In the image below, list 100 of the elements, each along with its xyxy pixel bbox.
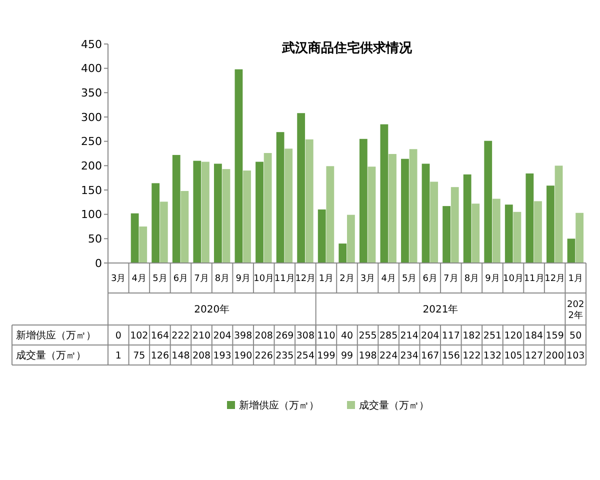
bar — [234, 69, 243, 263]
data-label: 99 — [340, 350, 354, 362]
data-label: 1 — [115, 350, 122, 362]
y-tick-label: 400 — [81, 62, 102, 76]
y-tick-label: 450 — [81, 38, 102, 51]
data-label: 117 — [442, 330, 460, 342]
data-label: 398 — [234, 330, 252, 342]
text: 2020年 — [194, 304, 230, 316]
x-tick-label: 10月 — [254, 274, 274, 284]
bar — [202, 162, 210, 263]
x-tick-label: 4月 — [381, 274, 396, 284]
x-tick-label: 1月 — [318, 274, 334, 284]
bar — [504, 204, 513, 263]
x-tick-label: 4月 — [132, 274, 147, 284]
x-tick-label: 8月 — [214, 274, 230, 284]
x-tick-label: 12月 — [295, 274, 316, 284]
data-label: 255 — [358, 330, 377, 342]
bar — [326, 166, 334, 263]
x-tick-label: 10月 — [503, 274, 524, 284]
data-label: 126 — [150, 350, 170, 362]
bar — [450, 187, 459, 263]
data-label: 164 — [150, 330, 170, 342]
x-tick-label: 6月 — [173, 274, 188, 284]
bar — [534, 201, 542, 263]
bar — [214, 164, 222, 263]
data-label: 110 — [317, 330, 336, 342]
data-label: 210 — [192, 330, 211, 342]
data-label: 251 — [483, 330, 502, 342]
bar — [172, 154, 180, 263]
data-label: 127 — [524, 350, 544, 362]
x-tick-label: 3月 — [111, 274, 126, 284]
x-tick-label: 7月 — [194, 274, 209, 284]
data-label: 190 — [234, 350, 252, 362]
data-label: 156 — [442, 350, 460, 362]
y-tick-label: 250 — [81, 135, 102, 148]
data-label: 102 — [130, 330, 148, 342]
x-tick-label: 12月 — [544, 274, 566, 284]
data-label: 103 — [566, 350, 585, 362]
y-tick-label: 200 — [81, 160, 102, 173]
data-label: 224 — [379, 350, 398, 362]
y-tick-label: 300 — [81, 110, 102, 124]
data-label: 254 — [296, 350, 315, 362]
y-tick-label: 150 — [81, 184, 102, 197]
bar — [554, 166, 563, 263]
bar — [576, 212, 584, 263]
text: 2022年 — [567, 300, 584, 321]
x-tick-label: 1月 — [568, 274, 583, 284]
bar — [193, 160, 202, 263]
data-label: 199 — [317, 350, 336, 362]
bar — [484, 140, 492, 263]
bar — [180, 190, 189, 263]
bar — [430, 182, 438, 263]
x-tick-label: 5月 — [152, 274, 168, 284]
data-label: 208 — [254, 330, 273, 342]
data-label: 198 — [358, 350, 377, 362]
bar — [567, 238, 576, 263]
data-label: 182 — [462, 330, 481, 342]
data-label: 204 — [213, 330, 232, 342]
data-label: 226 — [254, 350, 273, 362]
data-label: 222 — [172, 330, 190, 342]
bar — [276, 132, 284, 263]
chart-title: 武汉商品住宅供求情况 — [281, 40, 413, 56]
legend-label: 新增供应（万㎡） — [239, 400, 319, 412]
bar — [130, 213, 139, 263]
data-label: 167 — [421, 350, 440, 362]
x-tick-label: 9月 — [485, 274, 500, 284]
bar — [463, 174, 472, 263]
data-label: 204 — [421, 330, 440, 342]
data-label: 285 — [379, 330, 398, 342]
x-tick-label: 2月 — [340, 274, 354, 284]
data-label: 148 — [172, 350, 190, 362]
text: 成交量（万㎡） — [16, 350, 86, 362]
data-label: 214 — [400, 330, 418, 342]
data-label: 105 — [504, 350, 522, 362]
y-tick-label: 0 — [95, 256, 102, 270]
bar — [401, 158, 409, 263]
legend-label: 成交量（万㎡） — [359, 400, 429, 412]
data-label: 75 — [133, 350, 146, 362]
y-tick-label: 50 — [88, 232, 102, 246]
bar — [243, 170, 251, 263]
data-label: 132 — [483, 350, 502, 362]
bar — [222, 169, 230, 263]
bar — [297, 113, 306, 263]
bar — [256, 162, 264, 263]
data-label: 120 — [504, 330, 522, 342]
bar — [338, 244, 347, 263]
data-label: 122 — [462, 350, 481, 362]
x-tick-label: 5月 — [402, 274, 417, 284]
bar — [160, 202, 168, 263]
bar — [347, 214, 355, 263]
x-tick-label: 7月 — [444, 274, 458, 284]
data-label: 234 — [400, 350, 418, 362]
x-tick-label: 11月 — [274, 274, 295, 284]
x-tick-label: 9月 — [236, 274, 250, 284]
y-tick-label: 350 — [81, 86, 102, 100]
x-tick-label: 11月 — [524, 274, 544, 284]
bar — [368, 166, 376, 263]
bar — [152, 183, 160, 263]
data-label: 50 — [570, 330, 582, 342]
data-label: 40 — [340, 330, 354, 342]
